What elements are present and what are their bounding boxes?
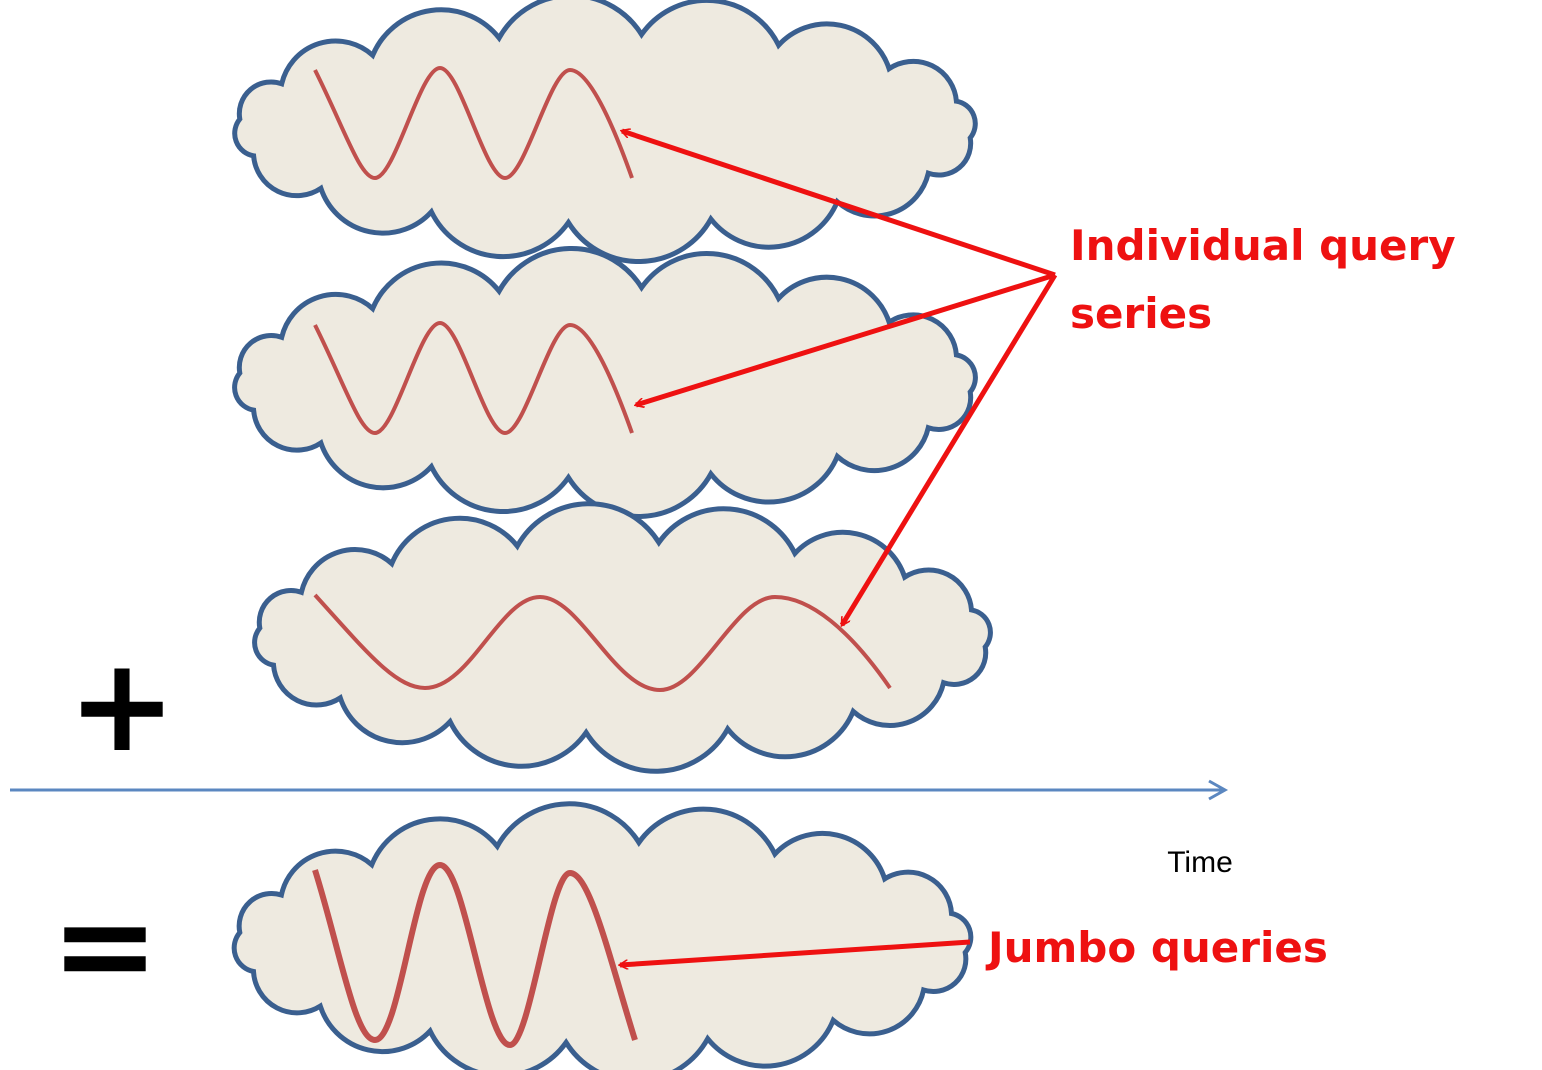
waves — [312, 65, 892, 1049]
clouds — [231, 0, 993, 1070]
arrow — [636, 272, 1056, 405]
arrows — [620, 131, 1058, 965]
wave — [313, 593, 892, 693]
equals-sign: = — [51, 869, 160, 1021]
annotation-line: Individual query — [1070, 221, 1456, 270]
axis-label: Time — [1167, 846, 1233, 879]
annotation: Jumbo queries — [985, 923, 1328, 972]
annotation-line: series — [1070, 289, 1212, 338]
arrow — [839, 273, 1058, 625]
wave — [312, 861, 638, 1049]
wave — [313, 320, 634, 436]
plus-sign: + — [68, 629, 177, 781]
cloud — [252, 501, 993, 774]
cloud — [232, 246, 978, 519]
cloud — [232, 0, 978, 264]
arrow — [622, 131, 1056, 278]
arrow — [620, 939, 971, 965]
wave — [313, 65, 634, 181]
